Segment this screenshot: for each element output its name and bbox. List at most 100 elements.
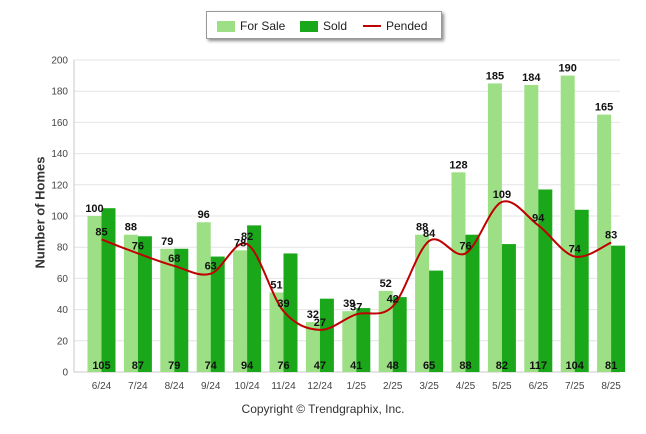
sold-bar [283, 253, 298, 372]
x-tick-label: 4/25 [456, 381, 476, 392]
legend-item-pended[interactable]: Pended [363, 19, 427, 33]
sold-bar [356, 308, 371, 372]
for-sale-bar [378, 290, 393, 372]
for-sale-bar [524, 84, 539, 373]
legend-item-sold[interactable]: Sold [300, 19, 347, 33]
x-tick-label: 8/24 [165, 381, 185, 392]
y-tick-label: 200 [51, 56, 68, 67]
x-tick-label: 2/25 [383, 381, 403, 392]
y-tick-label: 80 [57, 243, 69, 254]
copyright-text: Copyright © Trendgraphix, Inc. [241, 402, 405, 416]
y-tick-label: 140 [51, 149, 68, 160]
for-sale-bar [597, 114, 612, 372]
sold-bar [429, 270, 444, 372]
x-tick-label: 11/24 [271, 381, 296, 392]
x-tick-label: 6/25 [529, 381, 549, 392]
sold-value-label: 79 [168, 360, 180, 372]
for-sale-bar [269, 292, 284, 372]
x-tick-label: 1/25 [347, 381, 367, 392]
sold-value-label: 104 [566, 360, 585, 372]
sold-bar [465, 234, 480, 372]
sold-bar [574, 209, 589, 372]
for-sale-bar [305, 322, 320, 372]
pended-value-label: 68 [168, 253, 180, 265]
for-sale-value-label: 185 [486, 70, 504, 82]
for-sale-bar [560, 75, 575, 372]
legend-label-sold: Sold [323, 19, 348, 33]
for-sale-value-label: 78 [234, 237, 246, 249]
for-sale-value-label: 52 [380, 278, 392, 290]
sold-bar [210, 256, 225, 372]
for-sale-value-label: 96 [198, 209, 210, 221]
y-tick-label: 120 [51, 180, 68, 191]
sold-bar [611, 245, 626, 372]
pended-value-label: 39 [277, 298, 289, 310]
sold-value-label: 81 [605, 360, 617, 372]
x-tick-label: 10/24 [235, 381, 260, 392]
for-sale-value-label: 165 [595, 102, 613, 114]
for-sale-bar [196, 222, 211, 372]
for-sale-swatch [217, 20, 235, 32]
sold-bar [392, 297, 407, 372]
for-sale-bar [342, 311, 357, 372]
for-sale-bar [87, 216, 102, 372]
sold-value-label: 87 [132, 360, 144, 372]
sold-bar [101, 208, 116, 372]
pended-value-label: 109 [493, 189, 511, 201]
x-tick-label: 6/24 [92, 381, 112, 392]
for-sale-value-label: 128 [449, 159, 467, 171]
sold-value-label: 48 [387, 360, 399, 372]
y-tick-label: 180 [51, 87, 68, 98]
x-tick-label: 5/25 [492, 381, 512, 392]
for-sale-value-label: 79 [161, 236, 173, 248]
for-sale-value-label: 51 [270, 279, 282, 291]
sold-swatch [300, 20, 318, 32]
pended-value-label: 63 [205, 261, 217, 273]
legend-label-pended: Pended [386, 19, 428, 33]
x-tick-label: 3/25 [419, 381, 439, 392]
sold-value-label: 88 [459, 360, 471, 372]
pended-value-label: 74 [569, 244, 582, 256]
for-sale-value-label: 190 [559, 63, 577, 75]
y-tick-label: 20 [57, 336, 69, 347]
y-tick-label: 160 [51, 118, 68, 129]
pended-value-label: 84 [423, 228, 436, 240]
for-sale-bar [487, 83, 502, 373]
for-sale-value-label: 39 [343, 298, 355, 310]
for-sale-value-label: 88 [416, 222, 428, 234]
pended-swatch [363, 25, 381, 27]
pended-value-label: 37 [350, 301, 362, 313]
sold-value-label: 76 [277, 360, 289, 372]
legend-label-for-sale: For Sale [240, 19, 286, 33]
sold-value-label: 47 [314, 360, 326, 372]
pended-value-label: 42 [387, 293, 399, 305]
legend: For Sale Sold Pended [206, 11, 442, 39]
pended-value-label: 94 [532, 212, 545, 224]
y-axis-title: Number of Homes [32, 156, 48, 269]
sold-bar [174, 248, 189, 372]
sold-value-label: 65 [423, 360, 435, 372]
legend-item-for-sale[interactable]: For Sale [217, 19, 285, 33]
for-sale-value-label: 184 [522, 72, 541, 84]
y-tick-label: 40 [57, 305, 69, 316]
pended-value-label: 76 [132, 240, 144, 252]
sold-value-label: 74 [205, 360, 218, 372]
pended-line [101, 200, 612, 331]
for-sale-bar [123, 234, 138, 372]
for-sale-value-label: 88 [125, 222, 137, 234]
pended-value-label: 27 [314, 317, 326, 329]
for-sale-bar [415, 234, 430, 372]
y-tick-label: 0 [62, 368, 68, 379]
for-sale-bar [233, 250, 248, 372]
for-sale-value-label: 32 [307, 309, 319, 321]
pended-value-label: 76 [459, 240, 471, 252]
x-tick-label: 9/24 [201, 381, 221, 392]
x-tick-label: 7/25 [565, 381, 585, 392]
pended-value-label: 82 [241, 231, 253, 243]
sold-value-label: 41 [350, 360, 362, 372]
sold-bar [137, 236, 152, 372]
x-tick-label: 7/24 [128, 381, 148, 392]
sold-value-label: 94 [241, 360, 254, 372]
x-tick-label: 12/24 [307, 381, 332, 392]
